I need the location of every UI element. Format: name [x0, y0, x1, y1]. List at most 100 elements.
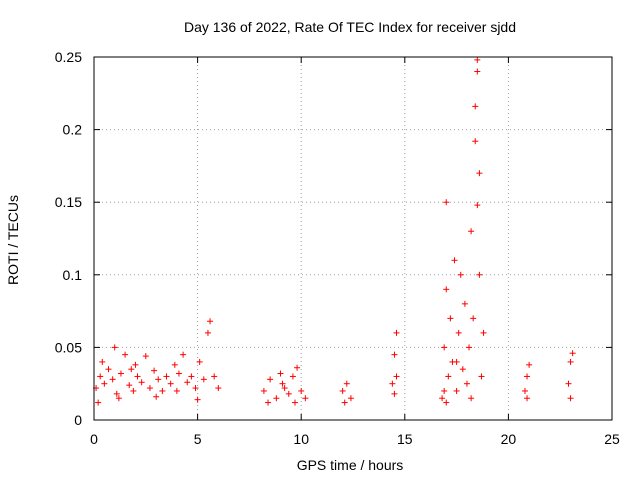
data-point — [122, 351, 129, 358]
data-point — [184, 379, 191, 386]
data-point — [260, 387, 267, 394]
data-point — [117, 370, 124, 377]
data-point — [391, 390, 398, 397]
data-point — [474, 202, 481, 209]
data-point — [163, 373, 170, 380]
data-point — [267, 376, 274, 383]
x-tick-labels: 0 5 10 15 20 25 — [90, 431, 620, 447]
data-point — [298, 387, 305, 394]
data-point — [192, 385, 199, 392]
data-point — [480, 329, 487, 336]
data-point — [105, 366, 112, 373]
data-point — [341, 399, 348, 406]
data-point — [99, 358, 106, 365]
x-tick-label: 10 — [293, 431, 309, 447]
data-point — [115, 395, 122, 402]
data-point — [173, 387, 180, 394]
data-point — [207, 318, 214, 325]
data-point — [347, 395, 354, 402]
data-point — [126, 382, 133, 389]
data-point — [455, 329, 462, 336]
data-point — [204, 329, 211, 336]
y-axis-title: ROTI / TECUs — [5, 195, 21, 285]
data-point — [132, 361, 139, 368]
x-tick-label: 15 — [397, 431, 413, 447]
data-point — [159, 387, 166, 394]
grid-lines — [94, 57, 612, 420]
data-point — [393, 329, 400, 336]
data-point — [447, 315, 454, 322]
data-point — [569, 350, 576, 357]
data-point — [142, 353, 149, 360]
data-point — [109, 376, 116, 383]
data-point — [343, 380, 350, 387]
y-tick-labels: 0 0.05 0.1 0.15 0.2 0.25 — [55, 49, 82, 428]
data-point — [134, 373, 141, 380]
data-point — [294, 364, 301, 371]
x-axis-title: GPS time / hours — [297, 457, 404, 473]
data-point — [302, 395, 309, 402]
data-point — [167, 380, 174, 387]
data-point — [138, 379, 145, 386]
data-point — [391, 351, 398, 358]
data-point — [279, 380, 286, 387]
y-tick-label: 0 — [74, 412, 82, 428]
data-point — [111, 344, 118, 351]
data-point — [524, 395, 531, 402]
x-tick-label: 20 — [501, 431, 517, 447]
data-point — [463, 380, 470, 387]
data-point — [180, 351, 187, 358]
data-point — [146, 385, 153, 392]
data-point — [472, 103, 479, 110]
data-point — [468, 228, 475, 235]
data-point — [474, 68, 481, 75]
y-tick-label: 0.2 — [63, 122, 83, 138]
data-point — [265, 399, 272, 406]
chart-title: Day 136 of 2022, Rate Of TEC Index for r… — [184, 19, 516, 35]
data-point — [567, 395, 574, 402]
y-tick-label: 0.1 — [63, 267, 83, 283]
data-point — [524, 373, 531, 380]
data-point — [466, 344, 473, 351]
data-point — [211, 373, 218, 380]
data-point — [457, 271, 464, 278]
x-tick-label: 0 — [90, 431, 98, 447]
data-point — [128, 366, 135, 373]
data-point — [521, 387, 528, 394]
data-point — [153, 393, 160, 400]
data-point — [200, 376, 207, 383]
data-point — [441, 387, 448, 394]
plot-frame — [93, 56, 613, 421]
data-point — [285, 390, 292, 397]
x-tick-label: 5 — [194, 431, 202, 447]
data-point — [113, 390, 120, 397]
data-point — [443, 286, 450, 293]
data-point — [339, 387, 346, 394]
data-point — [567, 358, 574, 365]
data-point — [188, 373, 195, 380]
data-point — [443, 399, 450, 406]
data-point — [526, 361, 533, 368]
data-point — [476, 271, 483, 278]
data-point — [101, 380, 108, 387]
data-point — [439, 395, 446, 402]
y-tick-label: 0.15 — [55, 194, 82, 210]
data-point — [468, 395, 475, 402]
data-point — [461, 300, 468, 307]
data-point — [151, 367, 158, 374]
data-point — [130, 387, 137, 394]
data-point — [470, 315, 477, 322]
data-point — [95, 399, 102, 406]
data-point — [474, 56, 481, 63]
data-point — [459, 366, 466, 373]
data-point — [277, 370, 284, 377]
data-point — [175, 370, 182, 377]
y-tick-label: 0.25 — [55, 49, 82, 65]
data-point — [194, 396, 201, 403]
data-point — [171, 361, 178, 368]
x-tick-label: 25 — [604, 431, 620, 447]
data-point — [453, 387, 460, 394]
data-points — [93, 56, 576, 406]
axis-ticks — [93, 56, 613, 421]
